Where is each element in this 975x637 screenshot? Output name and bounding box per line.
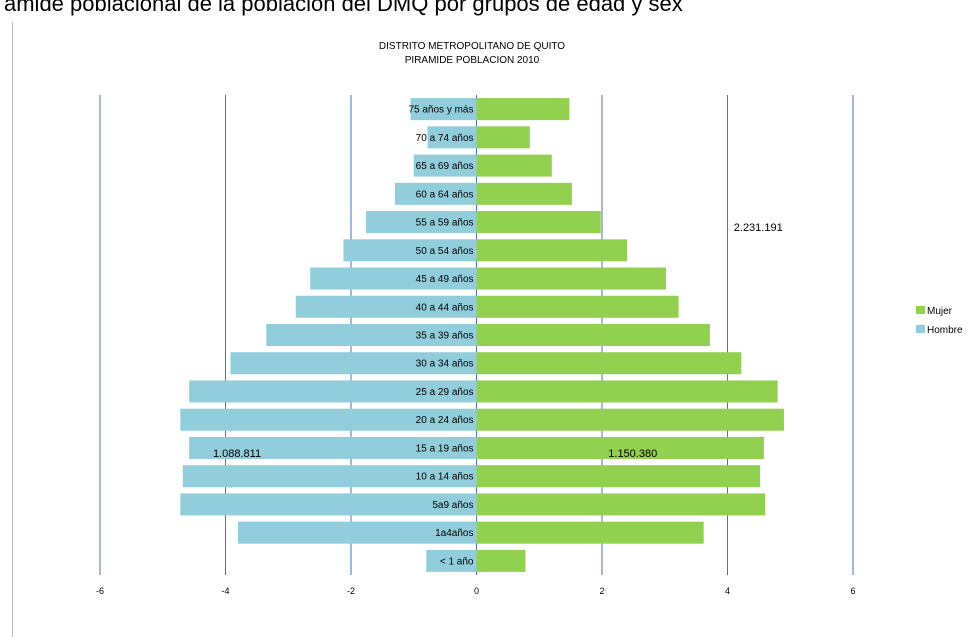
category-label: 40 a 44 años [416,302,474,313]
bar-hombre-12 [189,436,477,459]
bar-mujer-13 [476,465,761,488]
category-label: 65 a 69 años [416,161,474,172]
category-label: 75 años y más [408,105,473,116]
bar-hombre-1 [427,126,477,149]
category-label: 25 a 29 años [416,387,474,398]
x-tick-label: 2 [599,586,604,596]
category-label: < 1 año [440,556,474,567]
legend-label-hombre: Hombre [927,325,963,336]
bar-hombre-3 [394,182,477,205]
bar-mujer-16 [476,549,526,572]
bar-mujer-2 [476,154,552,177]
legend-label-mujer: Mujer [927,306,953,317]
chart-subtitle: PIRAMIDE POBLACION 2010 [405,55,540,66]
annotation-label: 2.231.191 [734,222,783,234]
category-label: 35 a 39 años [416,331,474,342]
bar-hombre-10 [189,380,477,403]
category-label: 55 a 59 años [416,218,474,229]
bar-hombre-5 [343,239,477,262]
legend: Mujer Hombre [916,306,963,336]
bar-mujer-9 [476,352,742,375]
bar-mujer-4 [476,211,601,234]
bar-mujer-15 [476,521,704,544]
bar-mujer-12 [476,436,764,459]
chart-frame-border [12,22,13,637]
bar-hombre-8 [266,323,477,347]
page-caption: ámide poblacional de la población del DM… [4,0,683,16]
bar-mujer-14 [476,493,766,516]
x-tick-label: -2 [347,586,355,596]
x-tick-label: 4 [725,586,730,596]
x-tick-label: 0 [474,586,479,596]
category-label: 5a9 años [432,500,473,511]
bar-mujer-6 [476,267,667,290]
bar-hombre-14 [180,493,477,516]
category-label: 15 a 19 años [416,443,474,454]
category-label: 20 a 24 años [416,415,474,426]
annotation-label: 1.088.811 [213,448,261,460]
x-tick-label: -6 [96,586,104,596]
category-label: 50 a 54 años [416,246,474,257]
category-label: 10 a 14 años [416,472,474,483]
bar-hombre-4 [366,211,477,234]
bar-hombre-11 [180,408,477,431]
bar-mujer-5 [476,239,628,262]
bar-hombre-13 [182,465,477,488]
category-label: 30 a 34 años [416,359,474,370]
annotation-label: 1.150.380 [608,448,657,460]
bar-hombre-2 [413,154,477,177]
category-labels: 75 años y más 70 a 74 años 65 a 69 años 60 … [408,105,473,568]
x-tick-label: -4 [221,586,229,596]
bar-hombre-16 [426,549,477,572]
chart-title: DISTRITO METROPOLITANO DE QUITO [379,41,565,52]
legend-swatch-hombre [916,325,925,333]
bar-mujer-8 [476,323,710,347]
x-tick-label: 6 [850,586,855,596]
category-label: 1a4años [435,528,473,539]
category-label: 45 a 49 años [416,274,474,285]
bar-hombre-7 [295,295,477,318]
x-tick-labels: -6 -4 -2 0 2 4 6 [96,586,856,596]
legend-swatch-mujer [916,306,925,314]
bar-mujer-10 [476,380,778,403]
bar-hombre-9 [230,352,477,375]
bar-mujer-0 [476,98,570,121]
annotations: 2.231.191 1.088.811 1.150.380 [213,222,783,460]
bar-hombre-6 [310,267,477,290]
bar-mujer-7 [476,295,679,318]
category-label: 60 a 64 años [416,189,474,200]
bar-mujer-3 [476,182,572,205]
bar-mujer-1 [476,126,530,149]
bars-group [180,98,784,572]
bar-hombre-15 [238,521,477,544]
bar-hombre-0 [410,98,477,121]
category-label: 70 a 74 años [416,133,474,144]
bar-mujer-11 [476,408,784,431]
